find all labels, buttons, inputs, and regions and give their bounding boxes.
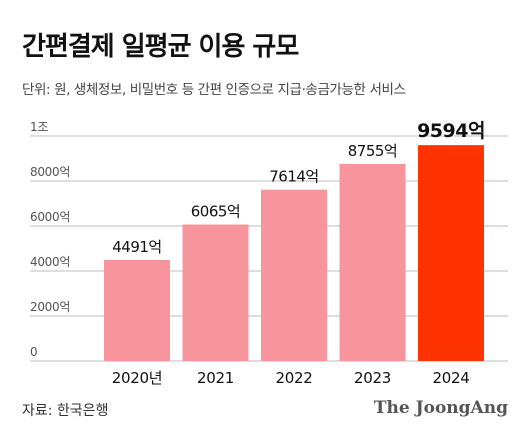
data-label: 9594억	[417, 120, 485, 142]
data-label: 4491억	[112, 238, 161, 256]
x-tick-label: 2021	[197, 369, 234, 387]
chart-title: 간편결제 일평균 이용 규모	[22, 32, 299, 62]
source-note: 자료: 한국은행	[22, 403, 109, 419]
bar	[261, 189, 327, 361]
y-tick-label: 8000억	[30, 165, 70, 179]
y-tick-label: 2000억	[30, 300, 70, 314]
y-tick-label: 6000억	[30, 210, 70, 224]
bar	[182, 224, 249, 361]
bar	[104, 259, 170, 361]
y-tick-label: 1조	[30, 120, 48, 134]
y-tick-label: 4000억	[30, 255, 70, 269]
chart-subtitle: 단위: 원, 생체정보, 비밀번호 등 간편 인증으로 지급·송금가능한 서비스	[22, 82, 406, 98]
data-label: 8755억	[348, 142, 397, 160]
data-label: 6065억	[191, 203, 240, 221]
x-tick-label: 2022	[276, 369, 313, 387]
data-label: 7614억	[269, 168, 318, 186]
bar	[418, 145, 484, 361]
x-tick-label: 2023	[354, 369, 391, 387]
y-tick-label: 0	[30, 345, 37, 359]
x-tick-label: 2024	[433, 369, 470, 387]
brand-logo: The JoongAng	[373, 398, 508, 418]
x-tick-label: 2020년	[112, 369, 162, 387]
bar	[339, 164, 406, 361]
